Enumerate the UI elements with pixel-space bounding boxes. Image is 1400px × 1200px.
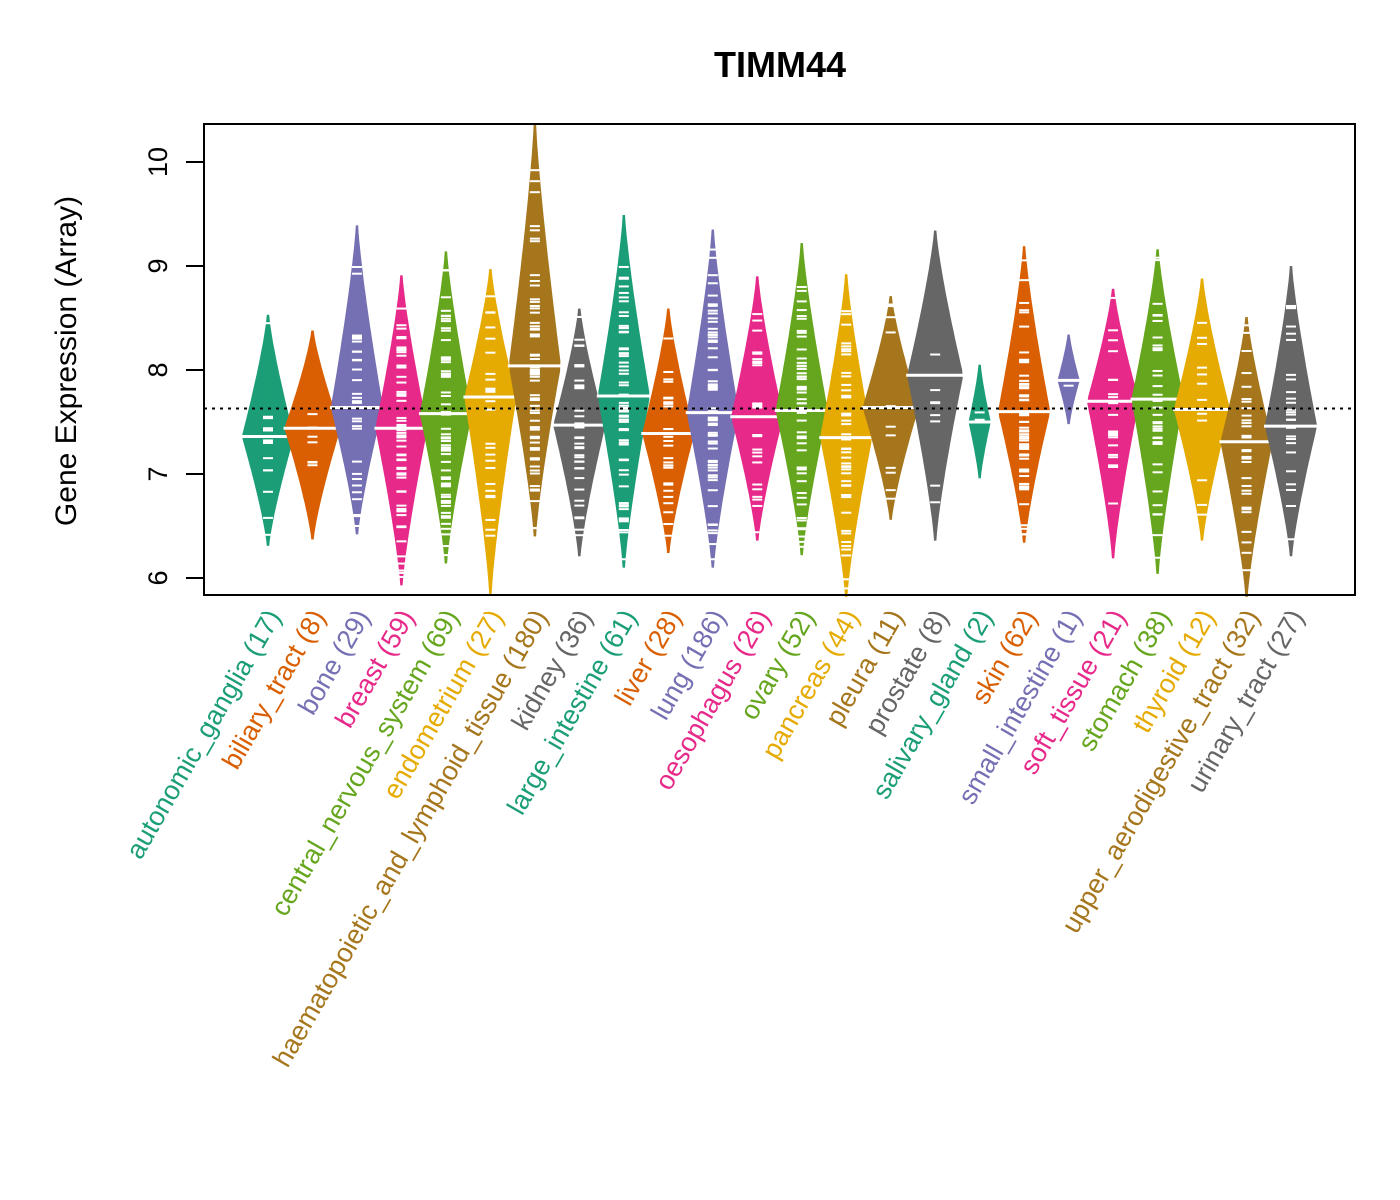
- violin-pancreas: [819, 274, 874, 597]
- violin-prostate: [906, 230, 965, 541]
- violin-kidney: [552, 308, 607, 557]
- violin-ovary: [774, 243, 829, 556]
- violin-small_intestine: [1056, 334, 1081, 425]
- y-tick-label: 10: [143, 147, 173, 177]
- y-tick-label: 7: [143, 466, 173, 481]
- violin-liver: [641, 308, 696, 554]
- violin-large_intestine: [596, 215, 651, 568]
- violins-group: [241, 123, 1318, 597]
- violin-breast: [374, 275, 429, 586]
- violin-soft_tissue: [1086, 288, 1141, 559]
- y-axis-label: Gene Expression (Array): [50, 196, 83, 526]
- violin-central_nervous_system: [418, 251, 473, 564]
- violin-biliary_tract: [283, 330, 342, 540]
- y-axis: 6 7 8 9 10: [143, 147, 205, 586]
- violin-urinary_tract: [1264, 266, 1318, 557]
- violin-pleura: [861, 296, 920, 520]
- y-tick-label: 8: [143, 362, 173, 377]
- violin-endometrium: [463, 269, 518, 595]
- violin-haematopoietic_and_lymphoid_tissue: [507, 123, 562, 537]
- violin-salivary_gland: [967, 364, 992, 479]
- y-tick-label: 9: [143, 258, 173, 273]
- chart-title: TIMM44: [714, 44, 846, 85]
- violin-bone: [329, 225, 384, 535]
- plot-frame: [203, 123, 1356, 596]
- violin-autonomic_ganglia: [241, 314, 295, 546]
- violin-lung: [685, 229, 740, 568]
- violin-thyroid: [1173, 278, 1232, 541]
- violin-stomach: [1130, 249, 1185, 574]
- x-axis-labels: autonomic_ganglia (17)biliary_tract (8)b…: [120, 605, 1310, 1072]
- violin-skin: [997, 246, 1052, 543]
- y-tick-label: 6: [143, 570, 173, 585]
- violin-upper_aerodigestive_tract: [1219, 316, 1274, 597]
